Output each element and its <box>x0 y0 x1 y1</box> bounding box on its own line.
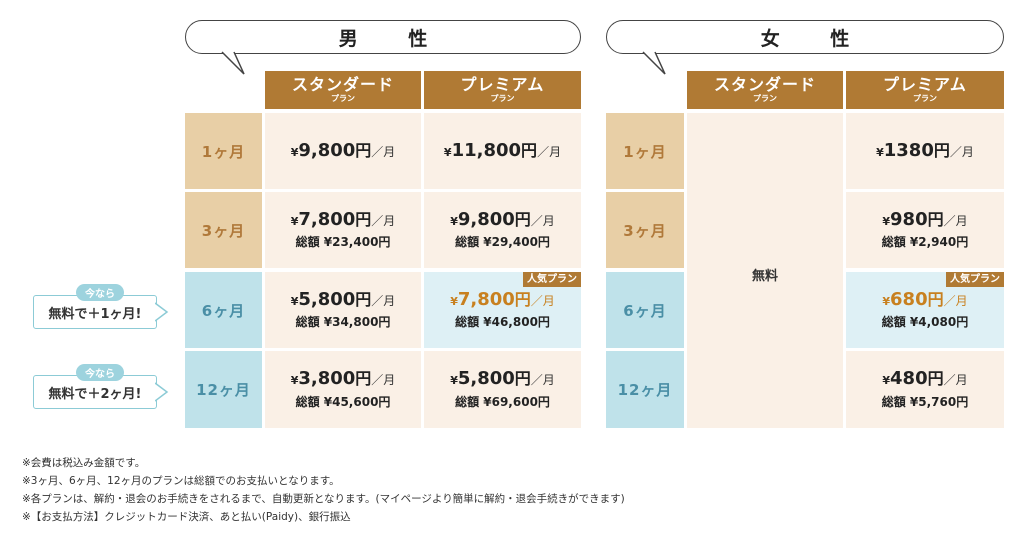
male-premium-1m: ¥11,800円／月 <box>424 113 581 189</box>
female-header-label: 女 性 <box>760 27 872 50</box>
plan-name: プレミアム <box>883 75 967 94</box>
female-bubble-tail <box>642 51 666 75</box>
plan-name: スタンダード <box>713 75 816 94</box>
price: ¥980円／月 <box>882 208 968 230</box>
month-label: 12ヶ月 <box>196 381 251 399</box>
promo-tag-12m: 今なら <box>76 364 124 381</box>
male-bubble-tail <box>221 51 245 75</box>
price: ¥1380円／月 <box>876 140 974 162</box>
month-label: 1ヶ月 <box>623 142 667 161</box>
promo-callout-12m: 無料で＋2ヶ月! <box>33 375 157 409</box>
plan-name: スタンダード <box>291 75 394 94</box>
free-label: 無料 <box>751 269 778 284</box>
male-premium-plan-header: プレミアム プラン <box>424 71 581 109</box>
month-label: 1ヶ月 <box>201 142 246 161</box>
total-price: 総額 ¥34,800円 <box>295 315 391 330</box>
price: ¥7,800円／月 <box>450 288 555 310</box>
male-premium-3m: ¥9,800円／月 総額 ¥29,400円 <box>424 192 581 268</box>
month-label: 3ヶ月 <box>623 221 667 240</box>
male-standard-12m: ¥3,800円／月 総額 ¥45,600円 <box>265 351 421 428</box>
price: ¥5,800円／月 <box>450 368 555 390</box>
total-price: 総額 ¥4,080円 <box>881 315 969 330</box>
price: ¥680円／月 <box>882 288 968 310</box>
promo-text: 無料で＋2ヶ月! <box>48 386 142 402</box>
promo-tag-6m: 今なら <box>76 284 124 301</box>
male-header: 男 性 <box>185 20 581 54</box>
male-header-label: 男 性 <box>338 27 450 50</box>
male-standard-6m: ¥5,800円／月 総額 ¥34,800円 <box>265 272 421 348</box>
month-label: 12ヶ月 <box>617 381 673 399</box>
male-month-1: 1ヶ月 <box>185 113 262 189</box>
female-month-1: 1ヶ月 <box>606 113 684 189</box>
plan-sub: プラン <box>913 94 937 103</box>
price: ¥5,800円／月 <box>290 288 396 310</box>
female-premium-3m: ¥980円／月 総額 ¥2,940円 <box>846 192 1004 268</box>
price: ¥480円／月 <box>882 368 968 390</box>
female-month-12: 12ヶ月 <box>606 351 684 428</box>
note-total-payment: ※3ヶ月、6ヶ月、12ヶ月のプランは総額でのお支払いとなります。 <box>22 475 340 487</box>
total-price: 総額 ¥46,800円 <box>455 315 550 330</box>
female-month-3: 3ヶ月 <box>606 192 684 268</box>
male-premium-12m: ¥5,800円／月 総額 ¥69,600円 <box>424 351 581 428</box>
male-standard-3m: ¥7,800円／月 総額 ¥23,400円 <box>265 192 421 268</box>
male-standard-1m: ¥9,800円／月 <box>265 113 421 189</box>
price: ¥11,800円／月 <box>443 140 562 162</box>
male-premium-6m: 人気プラン ¥7,800円／月 総額 ¥46,800円 <box>424 272 581 348</box>
total-price: 総額 ¥23,400円 <box>295 235 391 250</box>
plan-sub: プラン <box>490 94 515 103</box>
note-auto-renew: ※各プランは、解約・退会のお手続きをされるまで、自動更新となります。(マイページ… <box>22 493 625 505</box>
note-payment-methods: ※【お支払方法】クレジットカード決済、あと払い(Paidy)、銀行振込 <box>22 511 351 523</box>
female-premium-6m: 人気プラン ¥680円／月 総額 ¥4,080円 <box>846 272 1004 348</box>
popular-plan-badge: 人気プラン <box>946 272 1004 287</box>
plan-sub: プラン <box>753 94 777 103</box>
price: ¥3,800円／月 <box>290 368 396 390</box>
female-standard-plan-header: スタンダード プラン <box>687 71 843 109</box>
male-month-12: 12ヶ月 <box>185 351 262 428</box>
female-standard-free: 無料 <box>687 113 843 428</box>
month-label: 6ヶ月 <box>623 301 667 320</box>
total-price: 総額 ¥5,760円 <box>881 394 969 409</box>
total-price: 総額 ¥29,400円 <box>455 235 550 250</box>
male-month-3: 3ヶ月 <box>185 192 262 268</box>
month-label: 6ヶ月 <box>201 301 246 320</box>
female-month-6: 6ヶ月 <box>606 272 684 348</box>
female-premium-plan-header: プレミアム プラン <box>846 71 1004 109</box>
male-month-6: 6ヶ月 <box>185 272 262 348</box>
female-premium-12m: ¥480円／月 総額 ¥5,760円 <box>846 351 1004 428</box>
promo-arrow-6m <box>155 302 169 322</box>
male-standard-plan-header: スタンダード プラン <box>265 71 421 109</box>
plan-name: プレミアム <box>460 75 545 94</box>
price: ¥9,800円／月 <box>290 140 396 162</box>
plan-sub: プラン <box>331 94 355 103</box>
promo-arrow-12m <box>155 382 169 402</box>
price: ¥9,800円／月 <box>450 208 555 230</box>
female-premium-1m: ¥1380円／月 <box>846 113 1004 189</box>
total-price: 総額 ¥2,940円 <box>881 235 969 250</box>
female-header: 女 性 <box>606 20 1004 54</box>
total-price: 総額 ¥45,600円 <box>295 394 391 409</box>
popular-plan-badge: 人気プラン <box>523 272 581 287</box>
price: ¥7,800円／月 <box>290 208 396 230</box>
total-price: 総額 ¥69,600円 <box>455 394 550 409</box>
promo-text: 無料で＋1ヶ月! <box>48 306 142 322</box>
month-label: 3ヶ月 <box>201 221 246 240</box>
note-tax: ※会費は税込み金額です。 <box>22 457 146 469</box>
